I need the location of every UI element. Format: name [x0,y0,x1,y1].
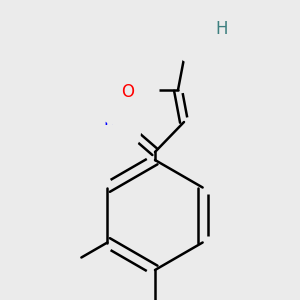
Text: O: O [200,22,212,40]
Text: N: N [104,111,116,129]
Text: H: H [216,20,228,38]
Text: O: O [122,83,134,101]
